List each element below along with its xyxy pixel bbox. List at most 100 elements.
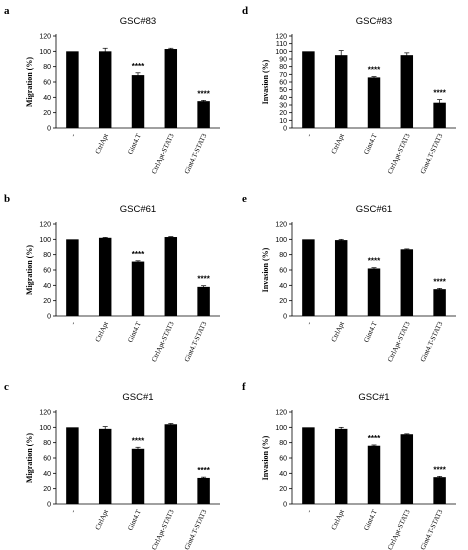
y-tick-label: 90 (279, 57, 287, 64)
significance-label: **** (197, 466, 210, 475)
y-axis-label: Invasion (%) (261, 59, 270, 104)
y-tick-label: 120 (39, 222, 51, 229)
chart-title: GSC#83 (120, 16, 156, 27)
y-axis-label: Migration (%) (25, 57, 34, 107)
y-tick-label: 80 (43, 64, 51, 71)
y-tick-label: 20 (43, 486, 51, 493)
bar (98, 237, 112, 316)
y-tick-label: 80 (43, 440, 51, 447)
y-tick-label: 120 (39, 34, 51, 41)
y-tick-label: 20 (43, 298, 51, 305)
bar (400, 434, 414, 504)
chart-title: GSC#61 (120, 204, 156, 215)
y-tick-label: 60 (279, 456, 287, 463)
significance-label: **** (433, 465, 446, 474)
x-tick-label: CtrlApt (94, 320, 110, 343)
bar (98, 51, 112, 129)
bar (302, 51, 315, 129)
bar (433, 477, 446, 504)
chart-title: GSC#1 (122, 392, 153, 403)
bar (302, 427, 315, 504)
bar (164, 49, 178, 128)
bar (197, 286, 210, 316)
x-tick-label: Gint4.T (362, 508, 379, 532)
y-tick-label: 100 (39, 237, 51, 244)
y-tick-label: 60 (279, 80, 287, 87)
panel-letter: f (242, 381, 246, 393)
x-tick-label: - (305, 320, 314, 326)
chart-panel-f: f GSC#1 Invasion (%) 0 20 40 60 80 100 120 - CtrlAp… (242, 381, 456, 550)
y-tick-label: 70 (279, 72, 287, 79)
bar (197, 477, 210, 504)
y-tick-label: 0 (47, 502, 51, 509)
y-tick-label: 100 (39, 49, 51, 56)
x-tick-label: Gint4.T-STAT3 (419, 320, 445, 363)
significance-label: **** (132, 62, 145, 71)
x-tick-label: CtrlApt-STAT3 (150, 508, 176, 550)
x-tick-label: Gint4.T-STAT3 (419, 132, 445, 175)
y-tick-label: 80 (279, 440, 287, 447)
significance-label: **** (368, 66, 381, 75)
y-tick-label: 40 (43, 95, 51, 102)
panel-letter: b (4, 193, 10, 205)
chart-panel-a: a GSC#83 Migration (%) 0 20 40 60 80 100 120 - Ctrl… (4, 5, 220, 175)
chart-title: GSC#1 (358, 392, 389, 403)
x-tick-label: - (69, 508, 78, 514)
bar (334, 428, 348, 504)
y-tick-label: 40 (43, 283, 51, 290)
y-tick-label: 120 (39, 410, 51, 417)
bar (164, 237, 178, 316)
y-tick-label: 120 (275, 34, 287, 41)
x-tick-label: Gint4.T (126, 132, 143, 156)
y-tick-label: 100 (275, 49, 287, 56)
x-tick-label: - (69, 320, 78, 326)
chart-panel-b: b GSC#61 Migration (%) 0 20 40 60 80 100 120 - Ctrl… (4, 193, 220, 363)
y-tick-label: 0 (283, 314, 287, 321)
x-tick-label: CtrlApt-STAT3 (386, 320, 412, 363)
y-tick-label: 80 (279, 252, 287, 259)
significance-label: **** (132, 250, 145, 259)
bar (164, 424, 178, 504)
panel-letter: c (4, 381, 9, 393)
y-tick-label: 60 (43, 456, 51, 463)
chart-panel-e: e GSC#61 Invasion (%) 0 20 40 60 80 100 120 - CtrlA… (242, 193, 456, 363)
y-tick-label: 60 (279, 268, 287, 275)
bar (433, 289, 446, 316)
chart-panel-d: d GSC#83 Invasion (%) 010203040506070809010… (242, 5, 456, 175)
significance-label: **** (433, 277, 446, 286)
y-tick-label: 0 (283, 126, 287, 133)
panel-letter: a (4, 5, 10, 17)
y-tick-label: 60 (43, 80, 51, 87)
x-tick-label: CtrlApt (94, 132, 110, 155)
x-tick-label: CtrlApt (330, 320, 346, 343)
y-tick-label: 0 (47, 314, 51, 321)
x-tick-label: Gint4.T-STAT3 (183, 132, 209, 175)
x-tick-label: - (69, 132, 78, 138)
bar (302, 239, 315, 316)
x-tick-label: CtrlApt (330, 508, 346, 531)
y-tick-label: 30 (279, 103, 287, 110)
chart-title: GSC#61 (356, 204, 392, 215)
x-tick-label: Gint4.T-STAT3 (183, 508, 209, 550)
x-tick-label: Gint4.T (362, 320, 379, 344)
y-axis-label: Migration (%) (25, 245, 34, 295)
bar (131, 261, 145, 316)
x-tick-label: Gint4.T (126, 320, 143, 344)
y-axis-label: Migration (%) (25, 433, 34, 483)
y-tick-label: 40 (279, 283, 287, 290)
y-tick-label: 0 (47, 126, 51, 133)
chart-title: GSC#83 (356, 16, 392, 27)
x-tick-label: CtrlApt (94, 508, 110, 531)
x-tick-label: CtrlApt-STAT3 (386, 132, 412, 175)
x-tick-label: Gint4.T-STAT3 (183, 320, 209, 363)
bar (131, 75, 145, 128)
x-tick-label: Gint4.T-STAT3 (419, 508, 445, 550)
y-tick-label: 20 (279, 298, 287, 305)
bar (66, 427, 79, 504)
x-tick-label: - (305, 508, 314, 514)
significance-label: **** (368, 257, 381, 266)
y-tick-label: 10 (279, 118, 287, 125)
significance-label: **** (368, 434, 381, 443)
bar (367, 268, 381, 316)
x-tick-label: Gint4.T (126, 508, 143, 532)
